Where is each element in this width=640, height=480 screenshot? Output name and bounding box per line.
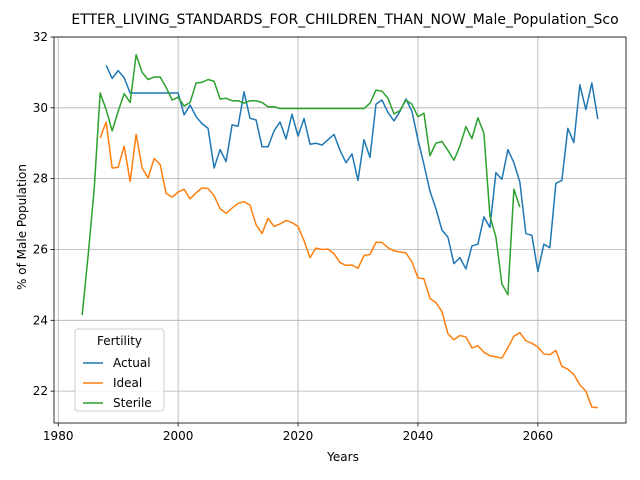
- y-tick-label: 26: [33, 242, 48, 256]
- y-tick-label: 30: [33, 101, 48, 115]
- y-tick-label: 32: [33, 30, 48, 44]
- legend-label-ideal: Ideal: [113, 376, 142, 390]
- legend-box: [74, 328, 165, 412]
- plot-frame: [53, 36, 627, 424]
- x-tick-label: 2040: [403, 429, 434, 443]
- chart-title: ETTER_LIVING_STANDARDS_FOR_CHILDREN_THAN…: [71, 12, 618, 28]
- x-axis-label: Years: [326, 450, 359, 464]
- y-axis-ticks: 22 24 26 28 30 32: [33, 30, 54, 398]
- legend-entries: Actual Ideal Sterile: [83, 356, 152, 410]
- y-tick-label: 22: [33, 384, 48, 398]
- series-line-ideal: [99, 121, 598, 409]
- legend-label-sterile: Sterile: [113, 396, 152, 410]
- x-tick-label: 2000: [163, 429, 194, 443]
- legend-title: Fertility: [97, 334, 142, 348]
- x-tick-label: 2020: [283, 429, 314, 443]
- series-lines: [81, 53, 599, 409]
- x-axis-ticks: 1980 2000 2020 2040 2060: [43, 423, 553, 443]
- series-line-actual: [105, 65, 599, 273]
- series-line-sterile: [81, 53, 521, 316]
- y-tick-label: 24: [33, 313, 48, 327]
- x-tick-label: 2060: [523, 429, 554, 443]
- y-tick-label: 28: [33, 172, 48, 186]
- legend: Fertility Actual Ideal Sterile: [74, 328, 165, 412]
- x-tick-label: 1980: [43, 429, 74, 443]
- legend-label-actual: Actual: [113, 356, 151, 370]
- y-axis-label: % of Male Population: [15, 164, 29, 290]
